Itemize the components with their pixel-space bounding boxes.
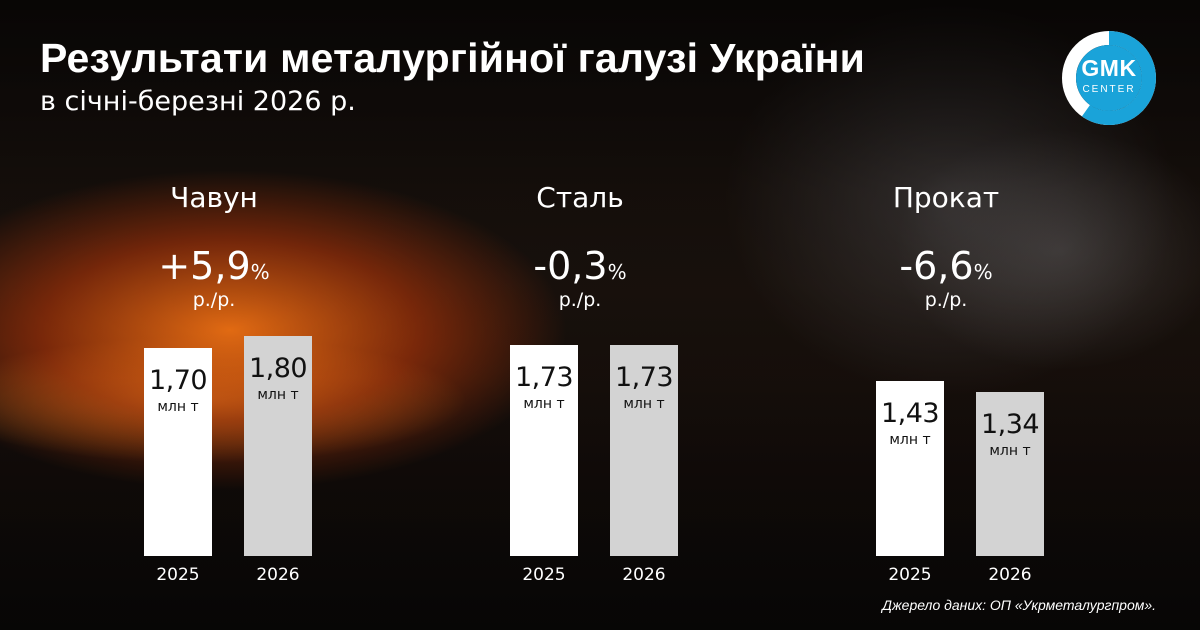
logo-ring-icon: [1062, 31, 1156, 125]
bar-unit-label: млн т: [523, 396, 565, 412]
page-title: Результати металургійної галузі України: [40, 35, 866, 81]
bar-2025: 1,73 млн т: [510, 345, 578, 556]
change-basis: р./р.: [558, 289, 602, 311]
year-label-2025: 2025: [522, 565, 566, 585]
page-subtitle: в січні-березні 2026 р.: [40, 86, 356, 117]
logo-subtext: CENTER: [1082, 84, 1136, 95]
year-label-2025: 2025: [156, 565, 200, 585]
bar-2025: 1,43 млн т: [876, 381, 944, 556]
chart-group-rolled-products: Прокат -6,6% р./р. 1,43 млн т 1,34 млн т…: [826, 180, 1066, 590]
group-change: +5,9%: [94, 246, 334, 292]
change-unit: %: [250, 260, 270, 284]
bar-2026: 1,34 млн т: [976, 392, 1044, 556]
year-label-2026: 2026: [988, 565, 1032, 585]
bar-value-label: 1,80: [248, 353, 308, 384]
bar-value-label: 1,73: [514, 362, 574, 393]
change-basis: р./р.: [924, 289, 968, 311]
change-unit: %: [607, 260, 627, 284]
group-change: -0,3%: [460, 246, 700, 292]
change-value: -6,6: [899, 244, 974, 288]
change-value: -0,3: [533, 244, 608, 288]
change-value: +5,9: [158, 244, 251, 288]
gmk-center-logo: GMK CENTER: [1061, 30, 1157, 126]
bar-value-label: 1,34: [980, 409, 1040, 440]
year-label-2026: 2026: [622, 565, 666, 585]
year-label-2026: 2026: [256, 565, 300, 585]
logo-text: GMK: [1081, 55, 1137, 81]
data-source-note: Джерело даних: ОП «Укрметалургпром».: [882, 597, 1156, 613]
year-label-2025: 2025: [888, 565, 932, 585]
bar-unit-label: млн т: [257, 387, 299, 403]
bar-2026: 1,80 млн т: [244, 336, 312, 556]
bar-unit-label: млн т: [989, 443, 1031, 459]
bar-value-label: 1,43: [880, 398, 940, 429]
change-basis: р./р.: [192, 289, 236, 311]
change-unit: %: [973, 260, 993, 284]
chart-group-steel: Сталь -0,3% р./р. 1,73 млн т 1,73 млн т …: [460, 180, 700, 590]
bar-unit-label: млн т: [623, 396, 665, 412]
chart-group-pig-iron: Чавун +5,9% р./р. 1,70 млн т 1,80 млн т …: [94, 180, 334, 590]
group-title: Прокат: [892, 181, 1000, 214]
group-title: Сталь: [536, 181, 624, 214]
bar-value-label: 1,70: [148, 365, 208, 396]
bar-unit-label: млн т: [889, 432, 931, 448]
group-change: -6,6%: [826, 246, 1066, 292]
bar-2025: 1,70 млн т: [144, 348, 212, 556]
group-title: Чавун: [170, 181, 258, 214]
bar-value-label: 1,73: [614, 362, 674, 393]
bar-unit-label: млн т: [157, 399, 199, 415]
bar-2026: 1,73 млн т: [610, 345, 678, 556]
